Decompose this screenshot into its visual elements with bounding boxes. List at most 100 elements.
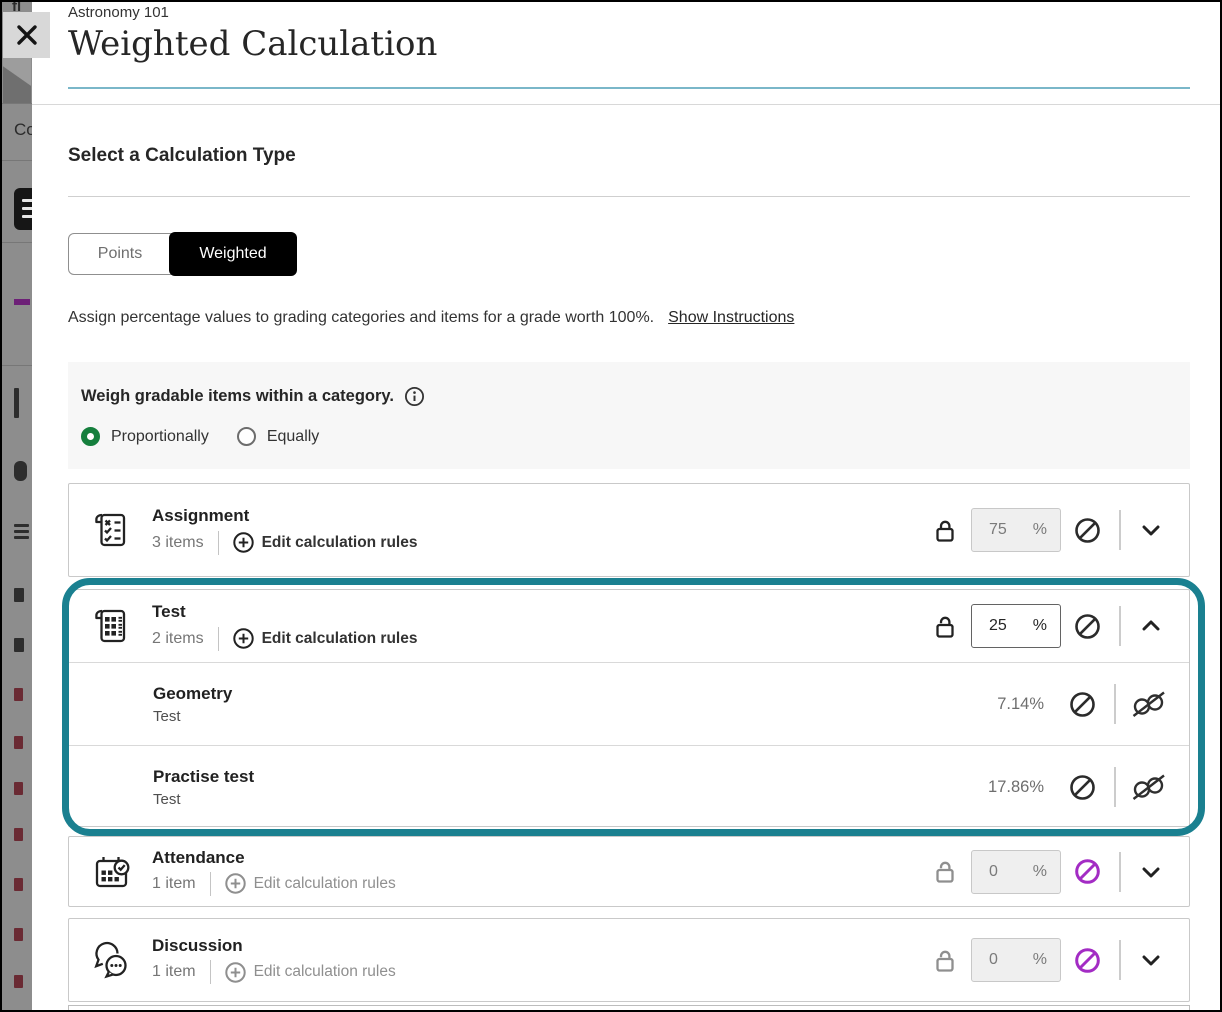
item-name: Practise test xyxy=(153,766,255,786)
radio-proportionally[interactable]: Proportionally xyxy=(81,427,209,446)
weight-value: 0 xyxy=(989,862,998,880)
divider xyxy=(209,871,211,896)
unlink-item-button[interactable] xyxy=(1130,689,1168,719)
edit-calculation-rules-button[interactable]: Edit calculation rules xyxy=(232,532,418,553)
item-weight-percent: 7.14% xyxy=(997,694,1044,713)
category-item-count: 1 item xyxy=(152,874,196,892)
exclude-item-button[interactable] xyxy=(1069,691,1096,718)
background-icon-fragment xyxy=(14,928,23,941)
edit-calculation-rules-button[interactable]: Edit calculation rules xyxy=(224,873,396,894)
chevron-down-icon xyxy=(1137,858,1165,886)
expand-category-button[interactable] xyxy=(1137,516,1165,544)
radio-unselected-icon xyxy=(236,427,256,446)
weight-input[interactable]: 25 % xyxy=(971,604,1061,648)
exclude-category-button[interactable] xyxy=(1074,613,1101,640)
category-row-assignment: Assignment 3 items Edit calculation rule… xyxy=(68,483,1190,577)
next-card-cutoff xyxy=(68,1005,1190,1010)
item-name: Geometry xyxy=(153,683,233,703)
divider xyxy=(209,960,211,984)
prohibit-icon xyxy=(1069,691,1096,718)
exclude-item-button[interactable] xyxy=(1069,774,1096,801)
plus-circle-icon xyxy=(224,873,246,894)
expand-category-button[interactable] xyxy=(1137,946,1165,974)
background-course-fragment: Co xyxy=(14,120,32,139)
background-icon-fragment xyxy=(14,878,23,891)
background-icon-fragment xyxy=(14,461,27,481)
info-icon[interactable] xyxy=(404,386,425,407)
radio-label: Equally xyxy=(266,427,320,445)
calculation-type-toggle: Points Weighted xyxy=(68,232,297,276)
radio-equally[interactable]: Equally xyxy=(236,427,320,446)
points-toggle-button[interactable]: Points xyxy=(68,233,172,275)
lock-closed-icon xyxy=(932,517,958,544)
background-icon-fragment xyxy=(14,530,29,533)
show-instructions-link[interactable]: Show Instructions xyxy=(668,309,795,326)
unlink-icon xyxy=(1130,689,1168,719)
divider xyxy=(217,626,219,651)
edit-calculation-rules-label: Edit calculation rules xyxy=(261,533,418,551)
lock-open-button[interactable] xyxy=(932,947,958,974)
category-name: Attendance xyxy=(152,847,245,867)
prohibit-icon xyxy=(1074,517,1101,544)
background-text-fragment: fl xyxy=(12,2,22,15)
plus-circle-icon xyxy=(232,628,254,649)
lock-open-button[interactable] xyxy=(932,858,958,885)
lock-open-icon xyxy=(932,858,958,885)
background-icon-fragment xyxy=(14,782,23,795)
plus-circle-icon xyxy=(232,532,254,553)
divider xyxy=(1119,606,1121,646)
category-name: Assignment xyxy=(152,505,250,525)
close-button[interactable] xyxy=(3,12,50,58)
chevron-down-icon xyxy=(1137,516,1165,544)
item-category: Test xyxy=(153,707,181,725)
divider xyxy=(1119,510,1121,550)
expand-category-button[interactable] xyxy=(1137,858,1165,886)
radio-selected-icon xyxy=(81,427,100,446)
weight-value: 75 xyxy=(989,521,1007,538)
exclude-category-button[interactable] xyxy=(1074,947,1101,974)
percent-sign: % xyxy=(1032,951,1047,968)
instruction-text: Assign percentage values to grading cate… xyxy=(68,309,655,326)
lock-open-icon xyxy=(932,947,958,974)
divider xyxy=(2,365,32,366)
background-icon-fragment xyxy=(14,688,23,701)
weighted-calculation-panel: Astronomy 101 Weighted Calculation Selec… xyxy=(32,2,1220,1010)
assignment-checklist-icon xyxy=(88,507,134,553)
background-icon-fragment xyxy=(14,975,23,988)
category-name: Discussion xyxy=(152,936,243,955)
divider xyxy=(1119,940,1121,980)
category-row-attendance: Attendance 1 item Edit calculation rules xyxy=(68,836,1190,907)
background-icon-fragment xyxy=(14,524,29,527)
divider xyxy=(217,530,219,555)
unlink-icon xyxy=(1130,772,1168,802)
discussion-bubbles-icon xyxy=(88,937,134,983)
divider xyxy=(68,196,1190,197)
lock-open-icon xyxy=(932,613,958,640)
weight-input: 0 % xyxy=(971,849,1061,894)
divider xyxy=(1114,684,1116,724)
item-row-geometry: Geometry Test 7.14% xyxy=(69,662,1189,745)
collapse-category-button[interactable] xyxy=(1137,612,1165,640)
edit-calculation-rules-button[interactable]: Edit calculation rules xyxy=(224,961,396,983)
weighted-toggle-button[interactable]: Weighted xyxy=(169,232,297,276)
weight-input: 75 % xyxy=(971,508,1061,552)
exclude-category-button[interactable] xyxy=(1074,858,1101,885)
section-heading: Select a Calculation Type xyxy=(68,145,296,166)
radio-label: Proportionally xyxy=(111,427,209,445)
category-item-count: 2 items xyxy=(152,629,204,647)
weight-value: 25 xyxy=(989,617,1007,634)
lock-open-button[interactable] xyxy=(932,613,958,640)
unlink-item-button[interactable] xyxy=(1130,772,1168,802)
divider xyxy=(2,103,32,104)
close-icon xyxy=(15,23,39,47)
instruction-text-row: Assign percentage values to grading cate… xyxy=(68,309,794,327)
weigh-options-label: Weigh gradable items within a category. xyxy=(81,387,394,405)
title-underline xyxy=(68,87,1190,89)
divider xyxy=(2,242,32,243)
edit-calculation-rules-button[interactable]: Edit calculation rules xyxy=(232,628,417,649)
item-category: Test xyxy=(153,790,181,808)
item-row-practise-test: Practise test Test 17.86% xyxy=(69,745,1189,828)
lock-closed-button[interactable] xyxy=(932,517,958,544)
exclude-category-button[interactable] xyxy=(1074,517,1101,544)
attendance-calendar-icon xyxy=(88,849,134,895)
